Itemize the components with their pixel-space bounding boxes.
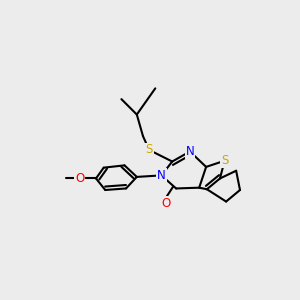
Text: S: S bbox=[146, 143, 153, 157]
Text: N: N bbox=[186, 145, 194, 158]
Text: S: S bbox=[221, 154, 228, 167]
Text: O: O bbox=[75, 172, 85, 185]
Text: O: O bbox=[161, 197, 171, 210]
Text: N: N bbox=[157, 169, 166, 182]
